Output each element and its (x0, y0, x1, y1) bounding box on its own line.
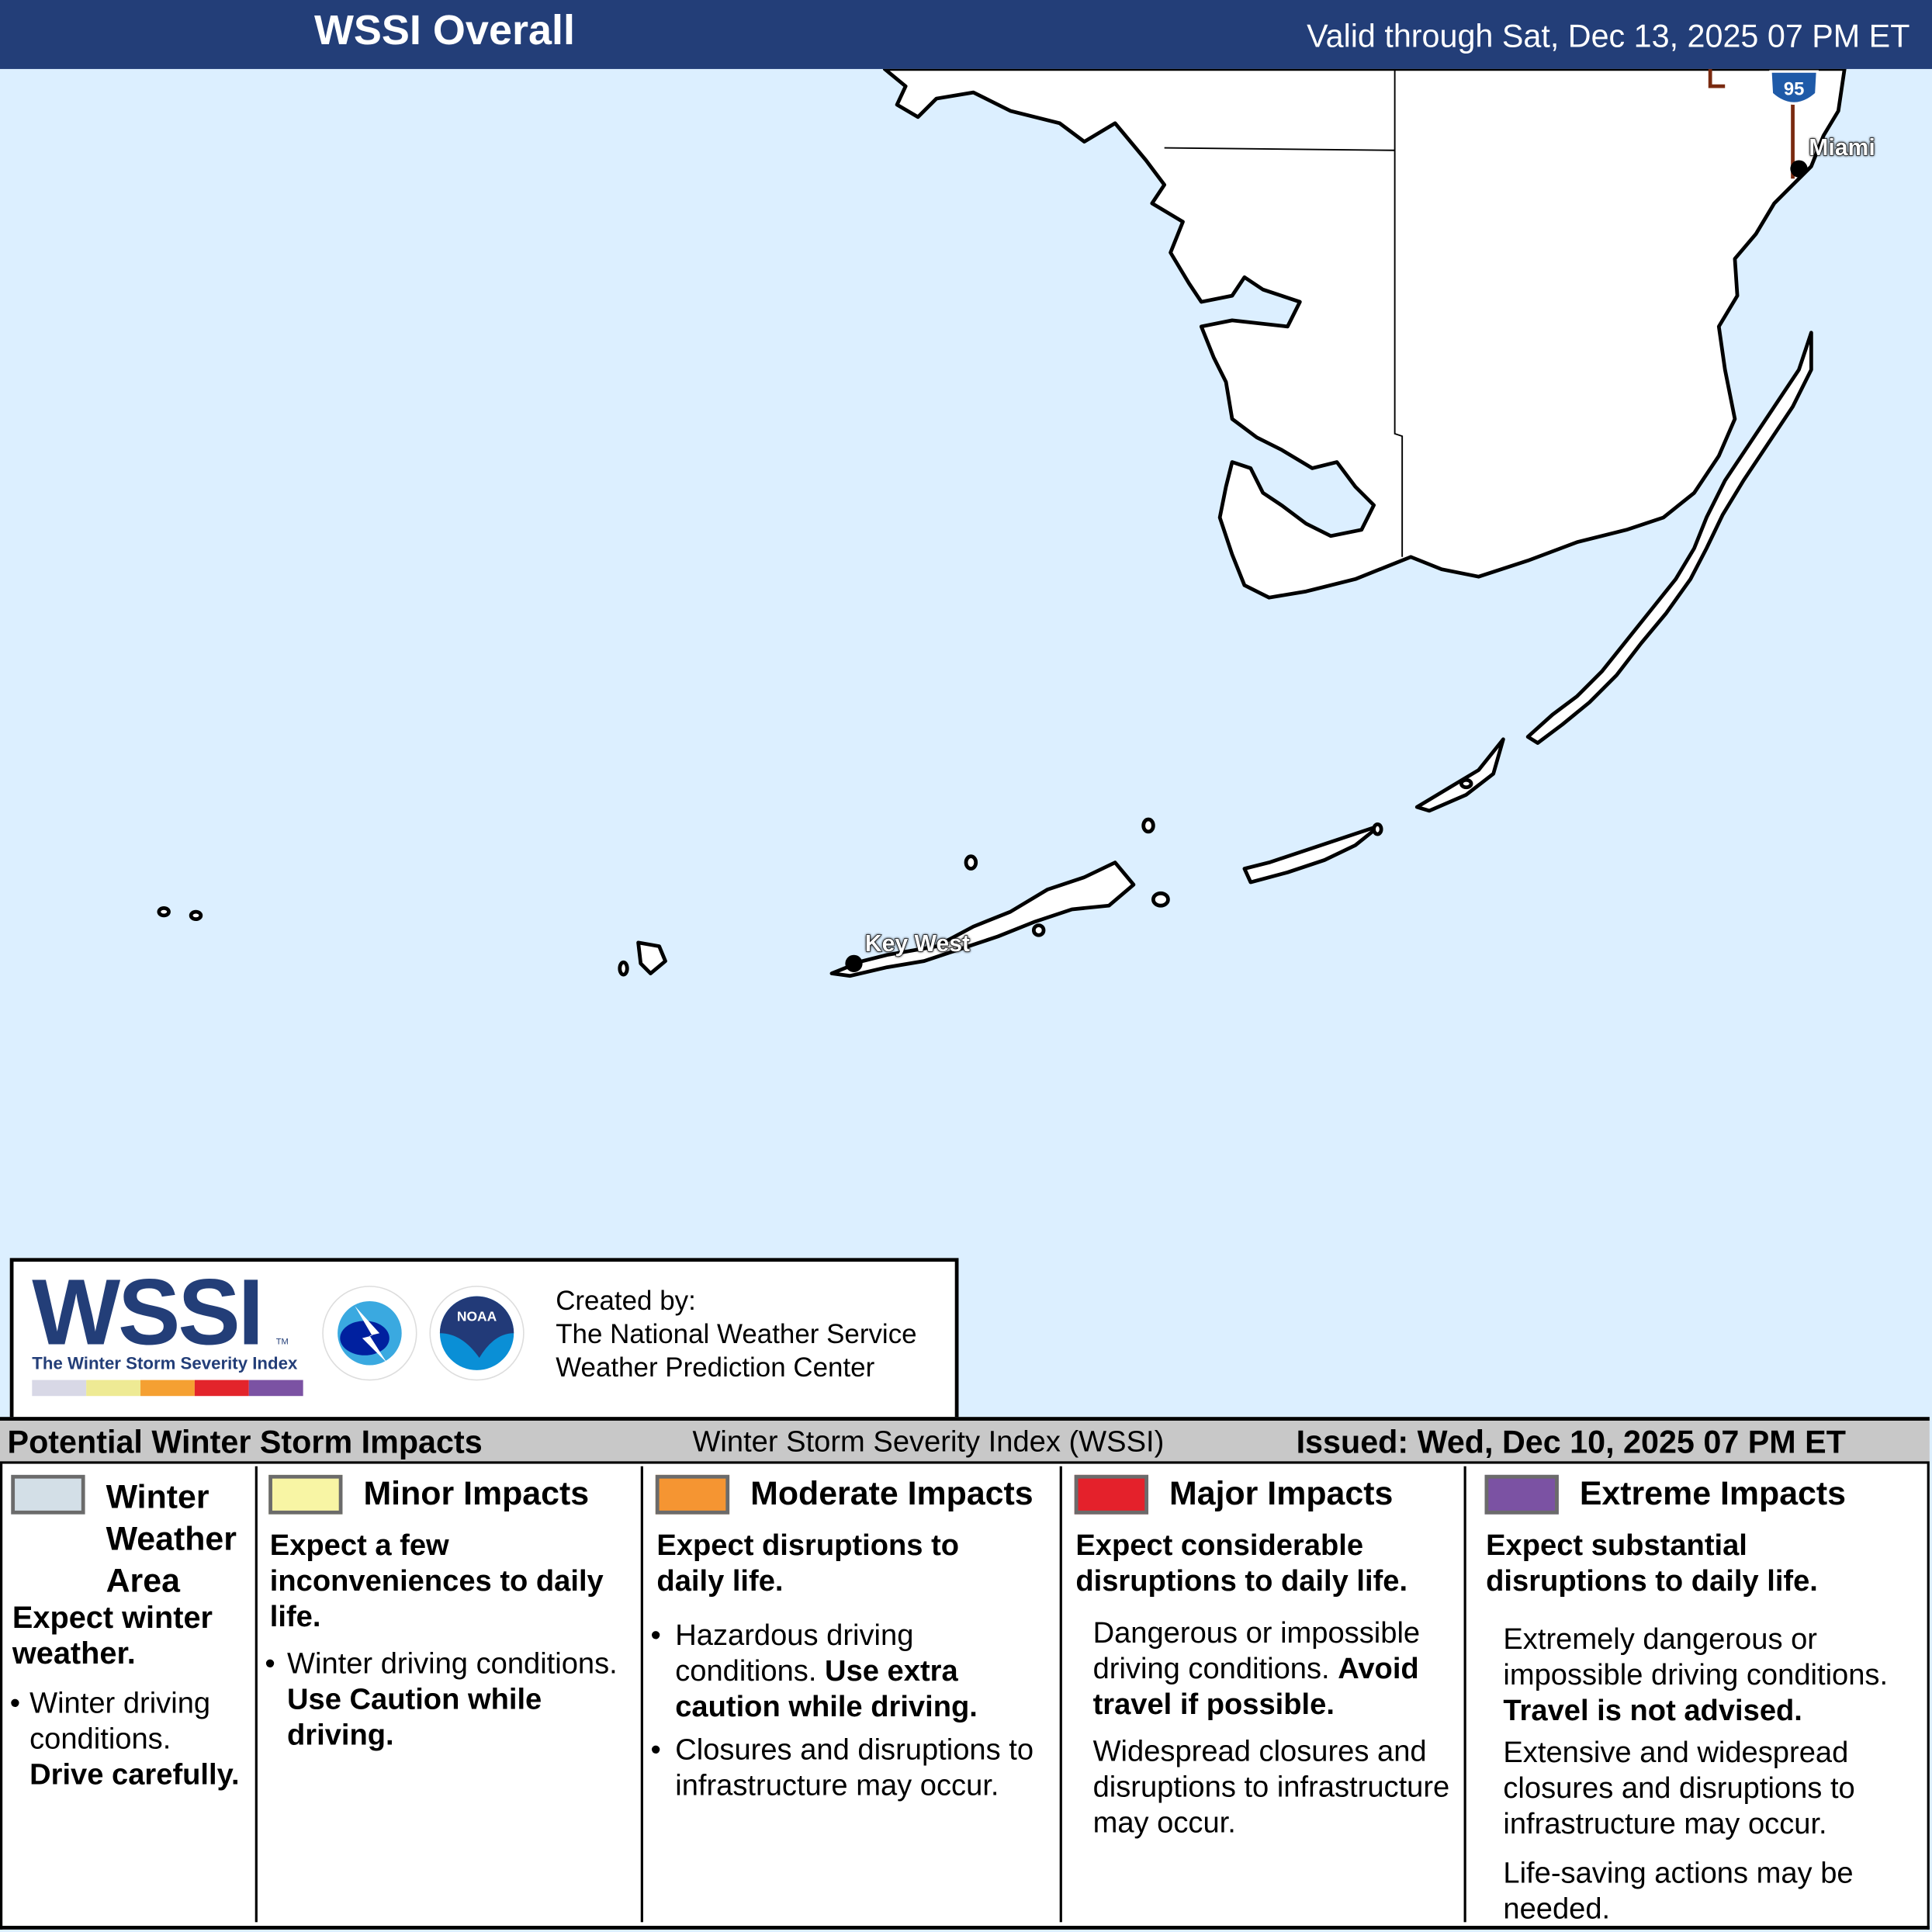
category-summary: Expect disruptions to daily life. (656, 1529, 960, 1598)
city-label-key-west: Key West (864, 931, 971, 958)
city-label-miami: Miami (1809, 135, 1876, 162)
category-bullet-3: Life-saving actions may be needed. (1503, 1857, 1854, 1927)
org-nws: The National Weather Service (556, 1318, 917, 1349)
credits: Created by: The National Weather Service… (556, 1284, 916, 1384)
key-west-dot-icon (845, 954, 863, 972)
noaa-logo-text: NOAA (457, 1308, 497, 1324)
county-lines (1164, 68, 1404, 557)
map-title: WSSI Overall (313, 7, 576, 54)
swatch-minor (268, 1474, 343, 1515)
category-bullet: Winter driving conditions. (29, 1686, 211, 1756)
lower-keys (829, 860, 1136, 978)
swatch-major (1074, 1474, 1149, 1515)
legend: Winter Weather Area Expect winter weathe… (0, 1463, 1930, 1930)
category-title: Minor Impacts (363, 1474, 590, 1512)
category-title: Winter Weather Area (106, 1478, 237, 1600)
map[interactable]: 95 (0, 68, 1932, 1417)
logo-bar-4 (194, 1380, 249, 1397)
category-bullet-2: Extensive and widespread closures and di… (1503, 1736, 1855, 1841)
title-bar: WSSI Overall Valid through Sat, Dec 13, … (0, 0, 1932, 69)
category-title: Extreme Impacts (1579, 1474, 1847, 1512)
swatch-moderate (655, 1474, 730, 1515)
issued-time: Issued: Wed, Dec 10, 2025 07 PM ET (1296, 1423, 1846, 1460)
legend-extreme: Extreme Impacts Expect substantial disru… (1466, 1464, 1930, 1926)
swatch-extreme (1484, 1474, 1559, 1515)
swatch-winter (11, 1474, 85, 1515)
wssi-subtitle: The Winter Storm Severity Index (32, 1352, 298, 1373)
highway-shield-icon: 95 (1769, 70, 1819, 105)
category-summary: Expect considerable disruptions to daily… (1075, 1529, 1408, 1598)
miami-dot-icon (1790, 160, 1808, 178)
category-summary: Expect a few inconveniences to daily lif… (269, 1529, 604, 1634)
category-title: Major Impacts (1169, 1474, 1394, 1512)
legend-major: Major Impacts Expect considerable disrup… (1062, 1464, 1464, 1923)
category-bullet-bold: Drive carefully. (29, 1758, 240, 1792)
florida-mainland (882, 68, 1847, 600)
legend-subtitle: Winter Storm Severity Index (WSSI) (692, 1425, 1165, 1459)
category-bullet: Extremely dangerous or impossible drivin… (1503, 1622, 1889, 1692)
category-bullet: Hazardous driving conditions. Use extra … (675, 1619, 978, 1724)
logo-bar-2 (86, 1380, 141, 1397)
marquesas-keys (636, 940, 667, 975)
highway-line (1708, 68, 1726, 88)
org-wpc: Weather Prediction Center (556, 1352, 875, 1383)
legend-minor: Minor Impacts Expect a few inconvenience… (258, 1464, 641, 1923)
category-bullet-2: Closures and disruptions to infrastructu… (675, 1733, 1034, 1803)
wssi-logo: WSSI (32, 1260, 264, 1366)
legend-moderate: Moderate Impacts Expect disruptions to d… (643, 1464, 1060, 1923)
category-bullet-2: Widespread closures and disruptions to i… (1092, 1734, 1450, 1840)
highway-shield-label: 95 (1784, 78, 1804, 99)
legend-title: Potential Winter Storm Impacts (7, 1423, 483, 1460)
noaa-logo-icon: NOAA (429, 1286, 525, 1381)
valid-time: Valid through Sat, Dec 13, 2025 07 PM ET (1307, 17, 1910, 54)
logo-bar-1 (32, 1380, 87, 1397)
category-bullet-bold: Travel is not advised. (1503, 1694, 1802, 1728)
created-by-label: Created by: (556, 1285, 696, 1316)
middle-keys (1242, 737, 1505, 885)
logo-bar-3 (140, 1380, 195, 1397)
category-bullet: Winter driving conditions. Use Caution w… (287, 1647, 618, 1753)
category-bullet: Dangerous or impossible driving conditio… (1092, 1616, 1421, 1722)
category-summary: Expect winter weather. (12, 1600, 213, 1671)
logo-bar-5 (248, 1380, 303, 1397)
legend-header: Potential Winter Storm Impacts Winter St… (0, 1417, 1930, 1466)
category-title: Moderate Impacts (750, 1474, 1034, 1512)
florida-keys (1525, 331, 1813, 745)
category-summary: Expect substantial disruptions to daily … (1486, 1529, 1818, 1598)
trademark: TM (275, 1338, 289, 1347)
legend-winter-weather-area: Winter Weather Area Expect winter weathe… (2, 1464, 255, 1923)
nws-logo-icon (322, 1286, 417, 1381)
